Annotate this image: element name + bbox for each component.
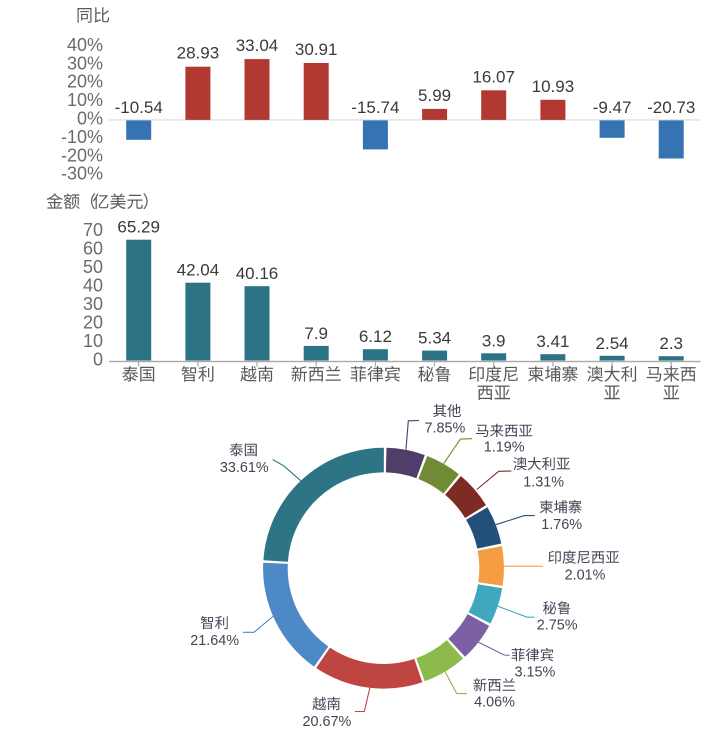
svg-text:42.04: 42.04 <box>177 261 220 280</box>
svg-text:20.67%: 20.67% <box>302 714 351 730</box>
svg-text:70: 70 <box>83 220 103 240</box>
svg-text:33.61%: 33.61% <box>220 460 269 476</box>
svg-text:-10.54: -10.54 <box>115 98 163 117</box>
svg-text:60: 60 <box>83 238 103 258</box>
svg-text:3.41: 3.41 <box>536 332 569 351</box>
svg-text:40%: 40% <box>67 35 103 55</box>
svg-text:-20%: -20% <box>61 145 103 165</box>
svg-text:1.31%: 1.31% <box>523 475 564 491</box>
svg-text:40: 40 <box>83 275 103 295</box>
svg-text:10%: 10% <box>67 90 103 110</box>
svg-text:7.85%: 7.85% <box>424 421 465 437</box>
svg-text:20%: 20% <box>67 72 103 92</box>
svg-text:65.29: 65.29 <box>117 218 160 237</box>
svg-text:5.99: 5.99 <box>418 86 451 105</box>
svg-text:2.54: 2.54 <box>596 334 629 353</box>
svg-text:-10%: -10% <box>61 127 103 147</box>
svg-text:1.76%: 1.76% <box>541 517 582 533</box>
svg-text:16.07: 16.07 <box>472 67 515 86</box>
svg-text:40.16: 40.16 <box>236 264 279 283</box>
svg-text:3.9: 3.9 <box>482 331 506 350</box>
svg-text:1.19%: 1.19% <box>484 440 525 456</box>
svg-text:2.75%: 2.75% <box>537 617 578 633</box>
svg-text:3.15%: 3.15% <box>514 664 555 680</box>
svg-text:30.91: 30.91 <box>295 40 338 59</box>
svg-text:30%: 30% <box>67 53 103 73</box>
svg-text:21.64%: 21.64% <box>190 633 239 649</box>
svg-text:10.93: 10.93 <box>532 77 575 96</box>
svg-text:5.34: 5.34 <box>418 329 451 348</box>
svg-text:33.04: 33.04 <box>236 36 279 55</box>
svg-text:0%: 0% <box>77 109 103 129</box>
svg-text:-30%: -30% <box>61 164 103 184</box>
svg-text:50: 50 <box>83 257 103 277</box>
svg-text:10: 10 <box>83 331 103 351</box>
svg-text:0: 0 <box>93 349 103 369</box>
svg-text:20: 20 <box>83 312 103 332</box>
svg-text:2.01%: 2.01% <box>565 568 606 584</box>
svg-text:2.3: 2.3 <box>659 334 683 353</box>
svg-text:30: 30 <box>83 294 103 314</box>
svg-text:6.12: 6.12 <box>359 327 392 346</box>
svg-text:7.9: 7.9 <box>304 324 328 343</box>
svg-text:-15.74: -15.74 <box>351 98 399 117</box>
svg-text:28.93: 28.93 <box>177 44 220 63</box>
svg-text:4.06%: 4.06% <box>474 695 515 711</box>
svg-text:-9.47: -9.47 <box>593 98 632 117</box>
svg-text:-20.73: -20.73 <box>647 98 695 117</box>
